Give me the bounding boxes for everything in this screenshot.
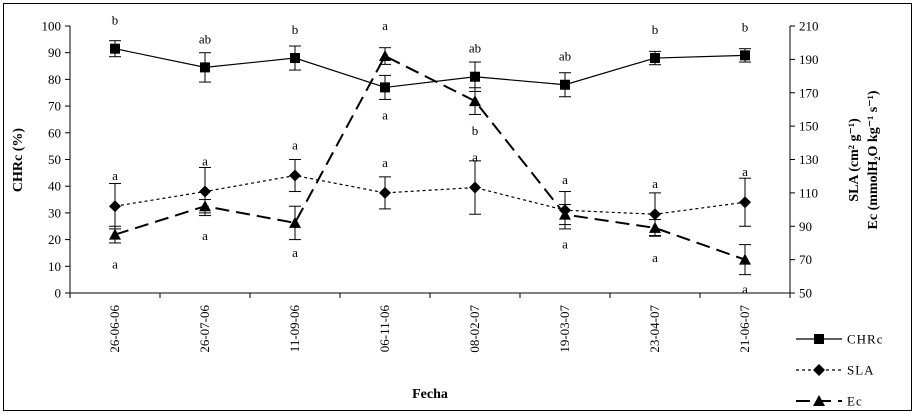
legend-label: CHRc [847, 332, 884, 347]
legend: CHRc SLA Ec [796, 332, 884, 409]
data-point-sla [289, 169, 301, 182]
data-point-chrc [380, 82, 390, 93]
data-point-ec [109, 228, 121, 240]
y-tick-label-left: 30 [48, 205, 61, 220]
significance-letter: a [382, 18, 388, 33]
y-tick-label-left: 90 [48, 45, 61, 60]
y-tick-label-right: 110 [799, 185, 818, 200]
significance-letter: a [292, 138, 298, 153]
y-tick-label-left: 50 [48, 152, 61, 167]
data-point-sla [379, 186, 391, 199]
significance-letter: a [382, 155, 388, 170]
significance-letter: a [202, 154, 208, 169]
legend-label: SLA [847, 363, 875, 378]
x-tick-label: 11-09-06 [287, 305, 302, 353]
y-tick-label-left: 60 [48, 125, 61, 140]
y-axis-title-right-ec: Ec (mmolH₂O kg⁻¹ s⁻¹) [866, 90, 881, 229]
data-point-chrc [650, 53, 660, 64]
x-tick-label: 23-04-07 [647, 305, 662, 353]
y-tick-label-right: 70 [799, 252, 812, 267]
significance-letter: a [292, 245, 298, 260]
significance-letter: a [562, 237, 568, 252]
legend-label: Ec [847, 394, 863, 409]
legend-marker [813, 395, 825, 406]
significance-letter: a [652, 250, 658, 265]
x-tick-label: 26-06-06 [107, 305, 122, 353]
y-tick-label-left: 10 [48, 259, 61, 274]
series-layer [109, 40, 751, 276]
y-tick-label-right: 170 [799, 85, 819, 100]
series-line-chrc [114, 48, 746, 89]
data-point-chrc [290, 53, 300, 64]
data-point-chrc [560, 79, 570, 90]
data-point-chrc [110, 43, 120, 54]
data-point-ec [379, 50, 391, 62]
data-point-sla [649, 208, 661, 221]
y-tick-label-right: 130 [799, 152, 819, 167]
data-point-ec [739, 253, 751, 265]
significance-letter: a [472, 150, 478, 165]
x-tick-label: 26-07-06 [197, 305, 212, 353]
data-point-chrc [200, 62, 210, 73]
significance-letter: a [202, 228, 208, 243]
significance-letter: b [472, 123, 479, 138]
significance-letter: a [382, 107, 388, 122]
data-point-sla [109, 200, 121, 213]
data-point-sla [199, 185, 211, 198]
significance-letter: b [292, 22, 299, 37]
y-tick-label-left: 20 [48, 232, 61, 247]
legend-item-ec: Ec [796, 394, 863, 409]
y-tick-label-left: 80 [48, 72, 61, 87]
significance-letter: a [742, 282, 748, 297]
significance-letter: a [112, 168, 118, 183]
significance-letter: a [562, 172, 568, 187]
legend-item-chrc: CHRc [796, 332, 884, 347]
y-tick-label-right: 190 [799, 52, 819, 67]
axes: 0 10 20 30 40 50 60 70 80 90 100 50 70 90 110 130 150 170… [42, 19, 819, 353]
significance-letter: a [652, 176, 658, 191]
x-tick-label: 06-11-06 [377, 305, 392, 353]
y-tick-label-right: 210 [799, 19, 819, 34]
legend-item-sla: SLA [796, 363, 875, 378]
data-point-ec [649, 221, 661, 233]
data-point-ec [469, 95, 481, 107]
y-tick-label-left: 0 [55, 286, 62, 301]
series-line-ec [114, 54, 746, 261]
significance-letter: ab [199, 31, 211, 46]
significance-letter: b [112, 13, 119, 28]
y-tick-label-left: 70 [48, 99, 61, 114]
series-ec [109, 47, 751, 276]
data-point-chrc [470, 71, 480, 82]
data-point-sla [469, 181, 481, 194]
significance-letter: b [742, 19, 749, 34]
series-line-sla [114, 174, 746, 215]
chart-border [3, 3, 912, 411]
data-point-ec [289, 216, 301, 228]
data-point-ec [559, 208, 571, 220]
data-point-ec [199, 200, 211, 212]
significance-letter: ab [469, 41, 481, 56]
significance-letter: b [652, 22, 659, 37]
y-axis-title-left: CHRc (%) [11, 128, 26, 192]
significance-letter: ab [559, 49, 571, 64]
x-tick-label: 08-02-07 [467, 305, 482, 353]
y-tick-label-right: 50 [799, 286, 812, 301]
y-tick-label-left: 40 [48, 179, 61, 194]
y-tick-label-right: 90 [799, 219, 812, 234]
y-axis-title-right-sla: SLA (cm² g⁻¹) [847, 118, 862, 202]
significance-letter: a [112, 257, 118, 272]
x-tick-label: 21-06-07 [737, 305, 752, 353]
series-chrc [109, 40, 751, 100]
x-tick-label: 19-03-07 [557, 305, 572, 353]
x-axis-title: Fecha [412, 387, 448, 402]
y-tick-label-right: 150 [799, 119, 819, 134]
significance-letter: a [742, 164, 748, 179]
legend-marker [813, 364, 825, 376]
y-tick-label-left: 100 [42, 19, 62, 34]
data-point-sla [739, 196, 751, 209]
legend-marker [814, 334, 824, 344]
data-point-chrc [740, 50, 750, 61]
